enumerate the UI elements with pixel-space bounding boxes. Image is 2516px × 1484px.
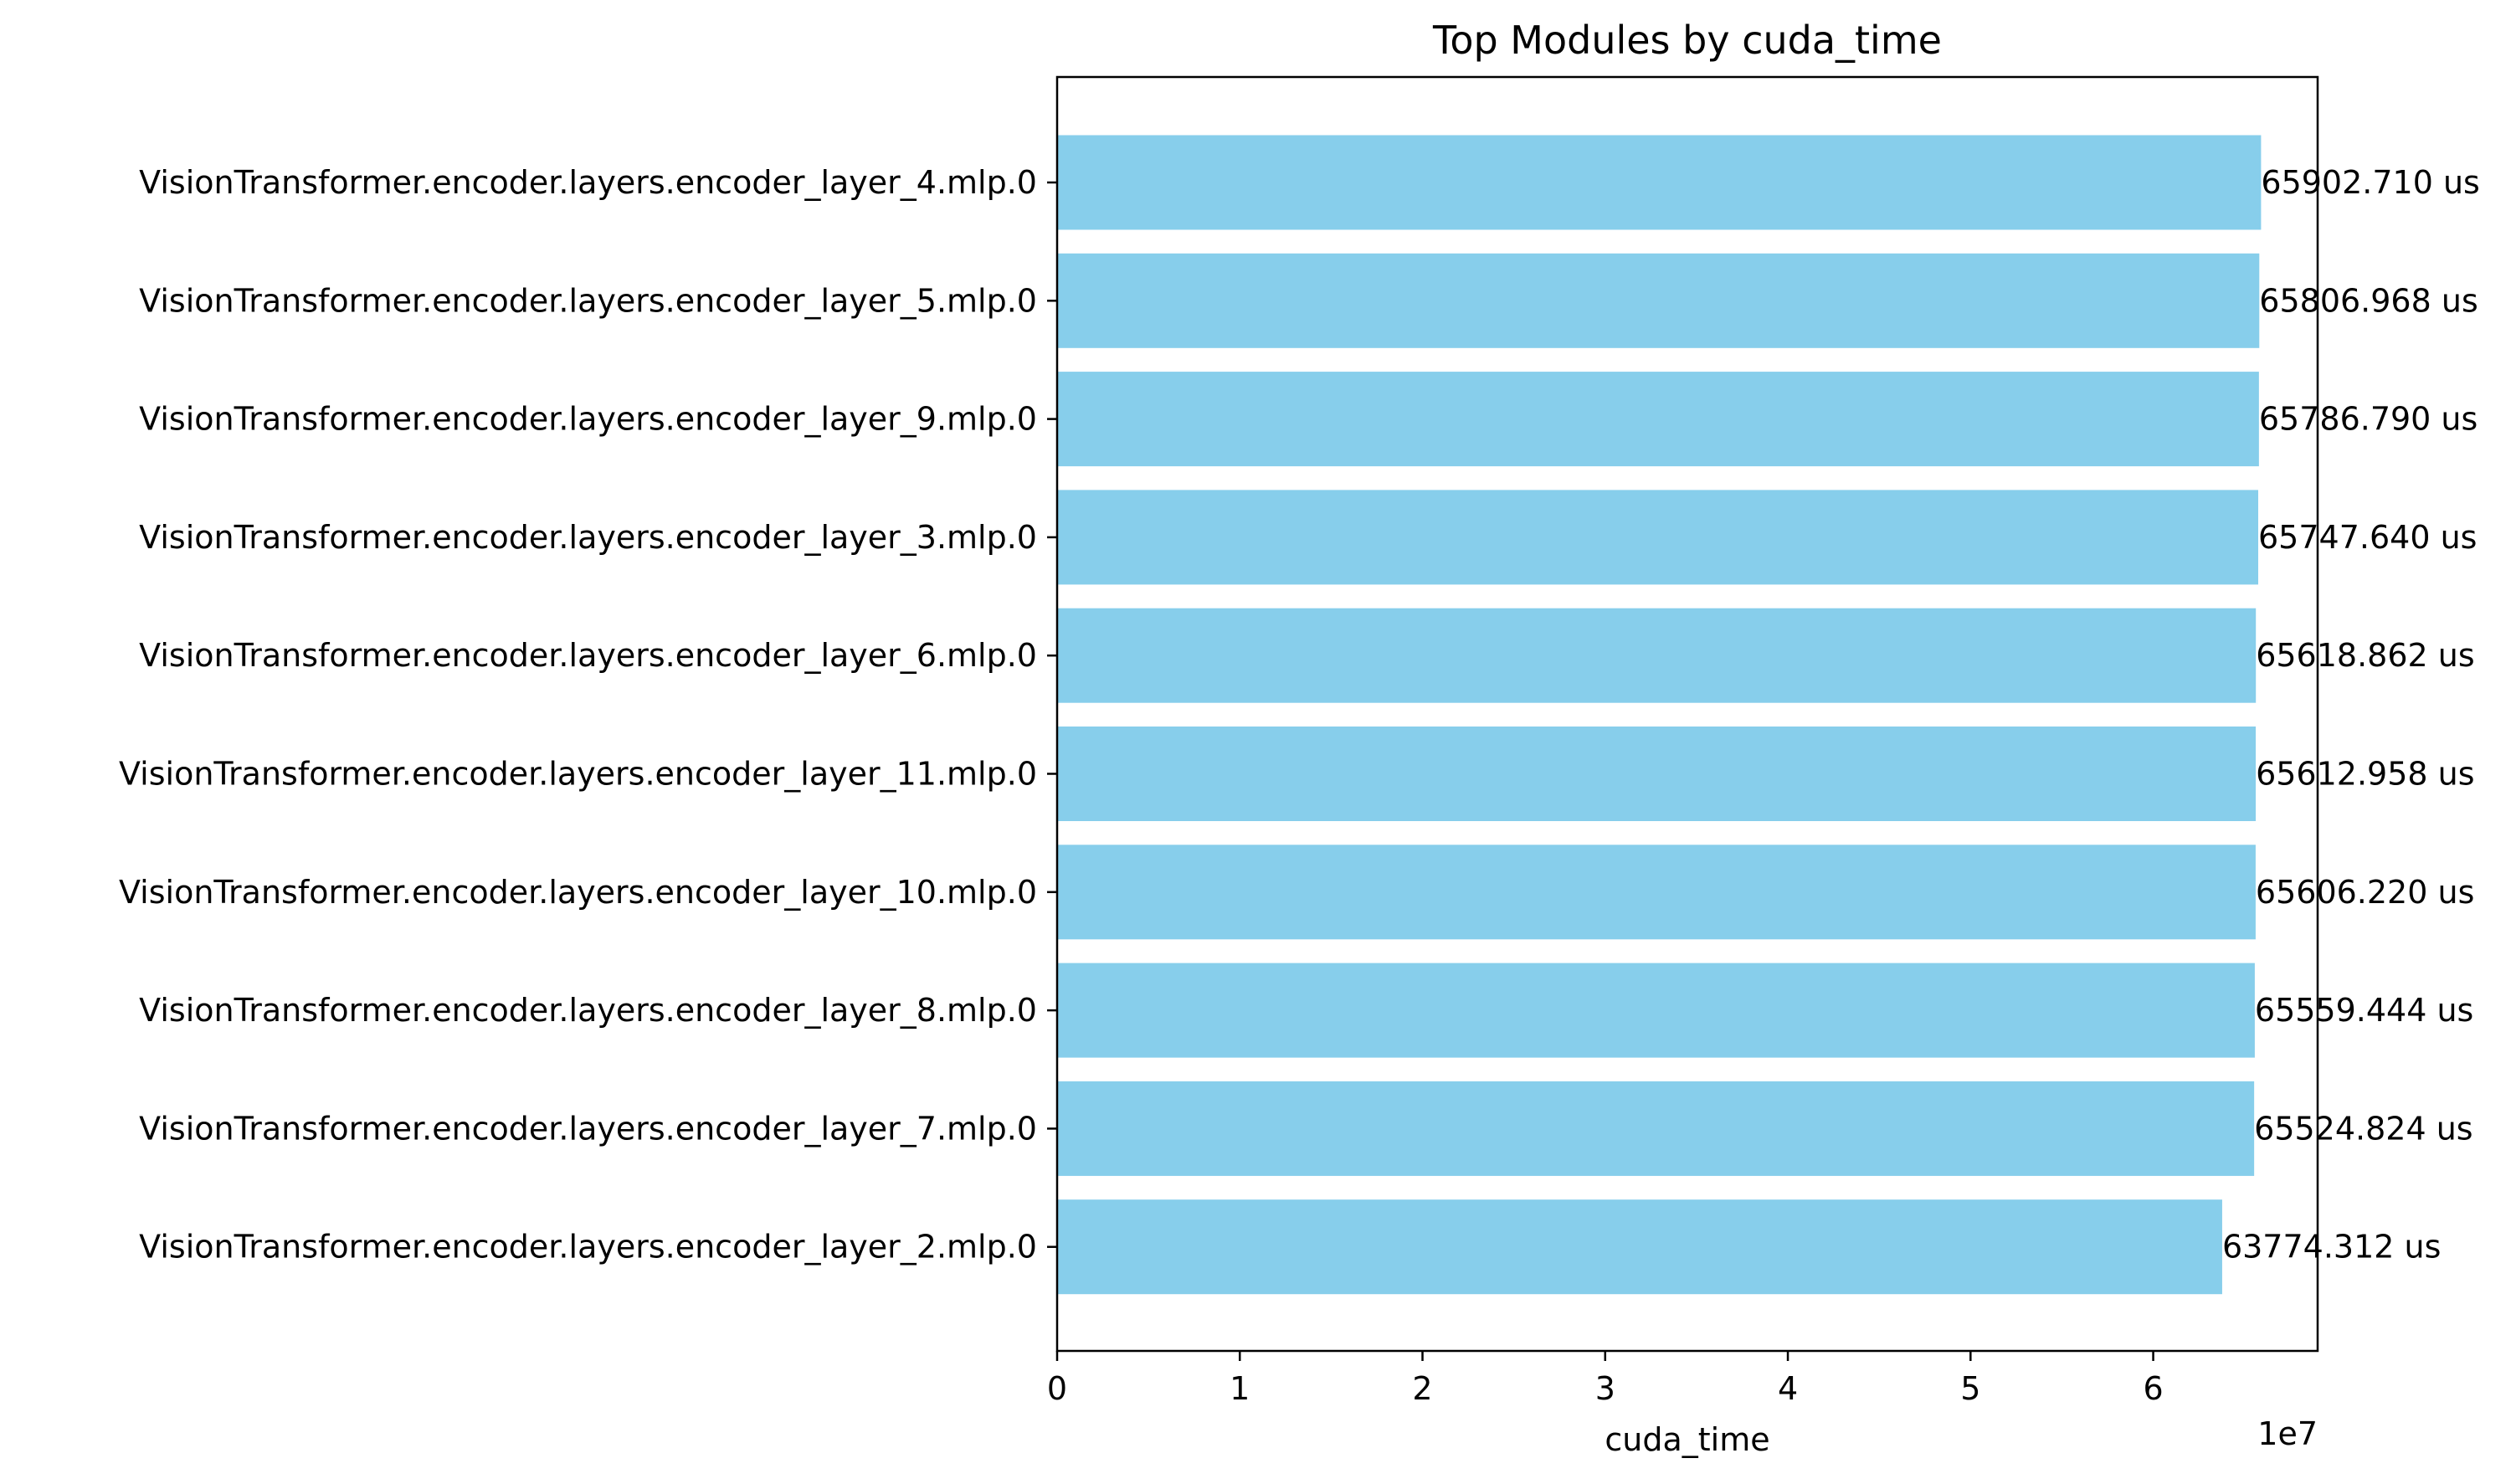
y-tick-label: VisionTransformer.encoder.layers.encoder… <box>139 164 1037 201</box>
x-tick-label: 0 <box>1047 1370 1067 1407</box>
bar-value-label: 65606.220 us <box>2256 874 2474 911</box>
y-tick-label: VisionTransformer.encoder.layers.encoder… <box>139 992 1037 1029</box>
bar <box>1057 135 2262 230</box>
y-tick-label: VisionTransformer.encoder.layers.encoder… <box>139 282 1037 319</box>
x-tick-label: 5 <box>1960 1370 1980 1407</box>
y-tick-label: VisionTransformer.encoder.layers.encoder… <box>139 1229 1037 1266</box>
bar-value-label: 65806.968 us <box>2259 282 2477 319</box>
bar <box>1057 372 2259 467</box>
bar-value-label: 65559.444 us <box>2255 992 2473 1029</box>
x-tick-label: 1 <box>1230 1370 1250 1407</box>
bars-layer <box>1057 135 2262 1295</box>
bar <box>1057 1199 2222 1295</box>
y-tick-label: VisionTransformer.encoder.layers.encoder… <box>139 637 1037 674</box>
y-tick-label: VisionTransformer.encoder.layers.encoder… <box>139 401 1037 438</box>
bar-value-label: 65612.958 us <box>2256 756 2474 793</box>
bar <box>1057 490 2259 585</box>
x-axis-offset-label: 1e7 <box>2257 1415 2318 1452</box>
y-tick-label: VisionTransformer.encoder.layers.encoder… <box>139 519 1037 556</box>
bar-value-label: 65618.862 us <box>2256 637 2474 674</box>
bar-value-label: 65524.824 us <box>2254 1110 2472 1147</box>
bar-value-label: 65786.790 us <box>2259 401 2477 438</box>
bar-value-label: 63774.312 us <box>2222 1229 2441 1266</box>
y-tick-label: VisionTransformer.encoder.layers.encoder… <box>119 756 1037 793</box>
y-tick-labels: VisionTransformer.encoder.layers.encoder… <box>119 164 1057 1266</box>
bar <box>1057 963 2255 1058</box>
bar-value-label: 65902.710 us <box>2261 164 2479 201</box>
y-tick-label: VisionTransformer.encoder.layers.encoder… <box>119 874 1037 911</box>
value-labels: 65902.710 us 65806.968 us 65786.790 us 6574… <box>2222 164 2480 1266</box>
plot-frame <box>1055 75 2319 1353</box>
chart-title: Top Modules by cuda_time <box>1432 18 1942 63</box>
x-axis-label: cuda_time <box>1605 1421 1769 1458</box>
bar <box>1057 727 2257 821</box>
bar <box>1057 608 2257 703</box>
x-tick-label: 3 <box>1595 1370 1615 1407</box>
bar <box>1057 253 2260 348</box>
x-tick-label: 6 <box>2143 1370 2163 1407</box>
x-tick-label: 4 <box>1778 1370 1798 1407</box>
bar <box>1057 1081 2255 1176</box>
x-axis-ticks: 0 1 2 3 4 5 6 <box>1047 1351 2164 1407</box>
bar <box>1057 845 2256 940</box>
x-tick-label: 2 <box>1412 1370 1432 1407</box>
bar-value-label: 65747.640 us <box>2258 519 2477 556</box>
y-tick-label: VisionTransformer.encoder.layers.encoder… <box>139 1110 1037 1147</box>
